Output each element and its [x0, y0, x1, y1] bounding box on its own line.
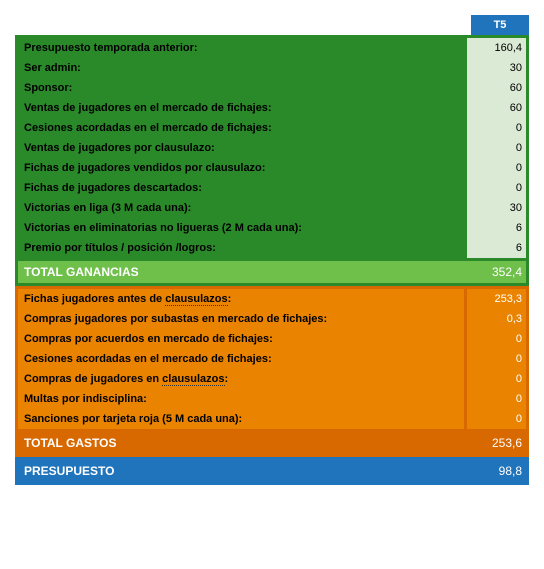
- income-value: 0: [464, 178, 526, 198]
- expense-value: 253,3: [464, 289, 526, 309]
- income-row: Victorias en eliminatorias no ligueras (…: [18, 218, 526, 238]
- income-value: 6: [464, 238, 526, 258]
- expense-value: 0: [464, 349, 526, 369]
- column-header-row: T5: [15, 15, 529, 35]
- income-total-value: 352,4: [467, 261, 526, 283]
- income-value: 30: [464, 198, 526, 218]
- expense-label: Cesiones acordadas en el mercado de fich…: [18, 349, 464, 369]
- expense-row: Multas por indisciplina:0: [18, 389, 526, 409]
- budget-table: T5 Presupuesto temporada anterior:160,4S…: [15, 15, 529, 485]
- income-label: Presupuesto temporada anterior:: [18, 38, 464, 58]
- expense-total-row: TOTAL GASTOS 253,6: [15, 429, 529, 457]
- income-label: Ser admin:: [18, 58, 464, 78]
- income-section: Presupuesto temporada anterior:160,4Ser …: [15, 35, 529, 258]
- expense-row: Fichas jugadores antes de clausulazos:25…: [18, 289, 526, 309]
- income-row: Presupuesto temporada anterior:160,4: [18, 38, 526, 58]
- income-value: 0: [464, 158, 526, 178]
- expense-row: Sanciones por tarjeta roja (5 M cada una…: [18, 409, 526, 429]
- expense-value: 0: [464, 389, 526, 409]
- header-spacer: [15, 15, 468, 35]
- income-label: Premio por títulos / posición /logros:: [18, 238, 464, 258]
- income-row: Cesiones acordadas en el mercado de fich…: [18, 118, 526, 138]
- expense-value: 0: [464, 369, 526, 389]
- expense-total-label: TOTAL GASTOS: [18, 432, 467, 454]
- expense-label: Compras de jugadores en clausulazos:: [18, 369, 464, 389]
- income-total-row: TOTAL GANANCIAS 352,4: [15, 258, 529, 286]
- income-value: 6: [464, 218, 526, 238]
- budget-label: PRESUPUESTO: [18, 460, 467, 482]
- income-value: 30: [464, 58, 526, 78]
- expense-label: Compras jugadores por subastas en mercad…: [18, 309, 464, 329]
- income-row: Fichas de jugadores vendidos por clausul…: [18, 158, 526, 178]
- expense-row: Compras por acuerdos en mercado de ficha…: [18, 329, 526, 349]
- expense-label: Multas por indisciplina:: [18, 389, 464, 409]
- income-total-label: TOTAL GANANCIAS: [18, 261, 467, 283]
- income-label: Victorias en liga (3 M cada una):: [18, 198, 464, 218]
- income-label: Cesiones acordadas en el mercado de fich…: [18, 118, 464, 138]
- income-row: Fichas de jugadores descartados:0: [18, 178, 526, 198]
- income-row: Sponsor:60: [18, 78, 526, 98]
- income-row: Premio por títulos / posición /logros:6: [18, 238, 526, 258]
- expense-label: Compras por acuerdos en mercado de ficha…: [18, 329, 464, 349]
- expense-label: Sanciones por tarjeta roja (5 M cada una…: [18, 409, 464, 429]
- income-label: Fichas de jugadores descartados:: [18, 178, 464, 198]
- expense-value: 0,3: [464, 309, 526, 329]
- expense-value: 0: [464, 409, 526, 429]
- expense-row: Compras jugadores por subastas en mercad…: [18, 309, 526, 329]
- income-value: 160,4: [464, 38, 526, 58]
- column-header: T5: [468, 15, 529, 35]
- expense-label: Fichas jugadores antes de clausulazos:: [18, 289, 464, 309]
- expense-section: Fichas jugadores antes de clausulazos:25…: [15, 286, 529, 429]
- income-value: 60: [464, 78, 526, 98]
- expense-row: Cesiones acordadas en el mercado de fich…: [18, 349, 526, 369]
- expense-value: 0: [464, 329, 526, 349]
- income-label: Sponsor:: [18, 78, 464, 98]
- budget-value: 98,8: [467, 460, 526, 482]
- income-label: Ventas de jugadores por clausulazo:: [18, 138, 464, 158]
- income-label: Victorias en eliminatorias no ligueras (…: [18, 218, 464, 238]
- income-value: 60: [464, 98, 526, 118]
- income-label: Fichas de jugadores vendidos por clausul…: [18, 158, 464, 178]
- income-row: Ser admin:30: [18, 58, 526, 78]
- budget-row: PRESUPUESTO 98,8: [15, 457, 529, 485]
- income-value: 0: [464, 138, 526, 158]
- income-row: Ventas de jugadores en el mercado de fic…: [18, 98, 526, 118]
- income-label: Ventas de jugadores en el mercado de fic…: [18, 98, 464, 118]
- income-value: 0: [464, 118, 526, 138]
- expense-total-value: 253,6: [467, 432, 526, 454]
- income-row: Ventas de jugadores por clausulazo:0: [18, 138, 526, 158]
- expense-row: Compras de jugadores en clausulazos:0: [18, 369, 526, 389]
- income-row: Victorias en liga (3 M cada una):30: [18, 198, 526, 218]
